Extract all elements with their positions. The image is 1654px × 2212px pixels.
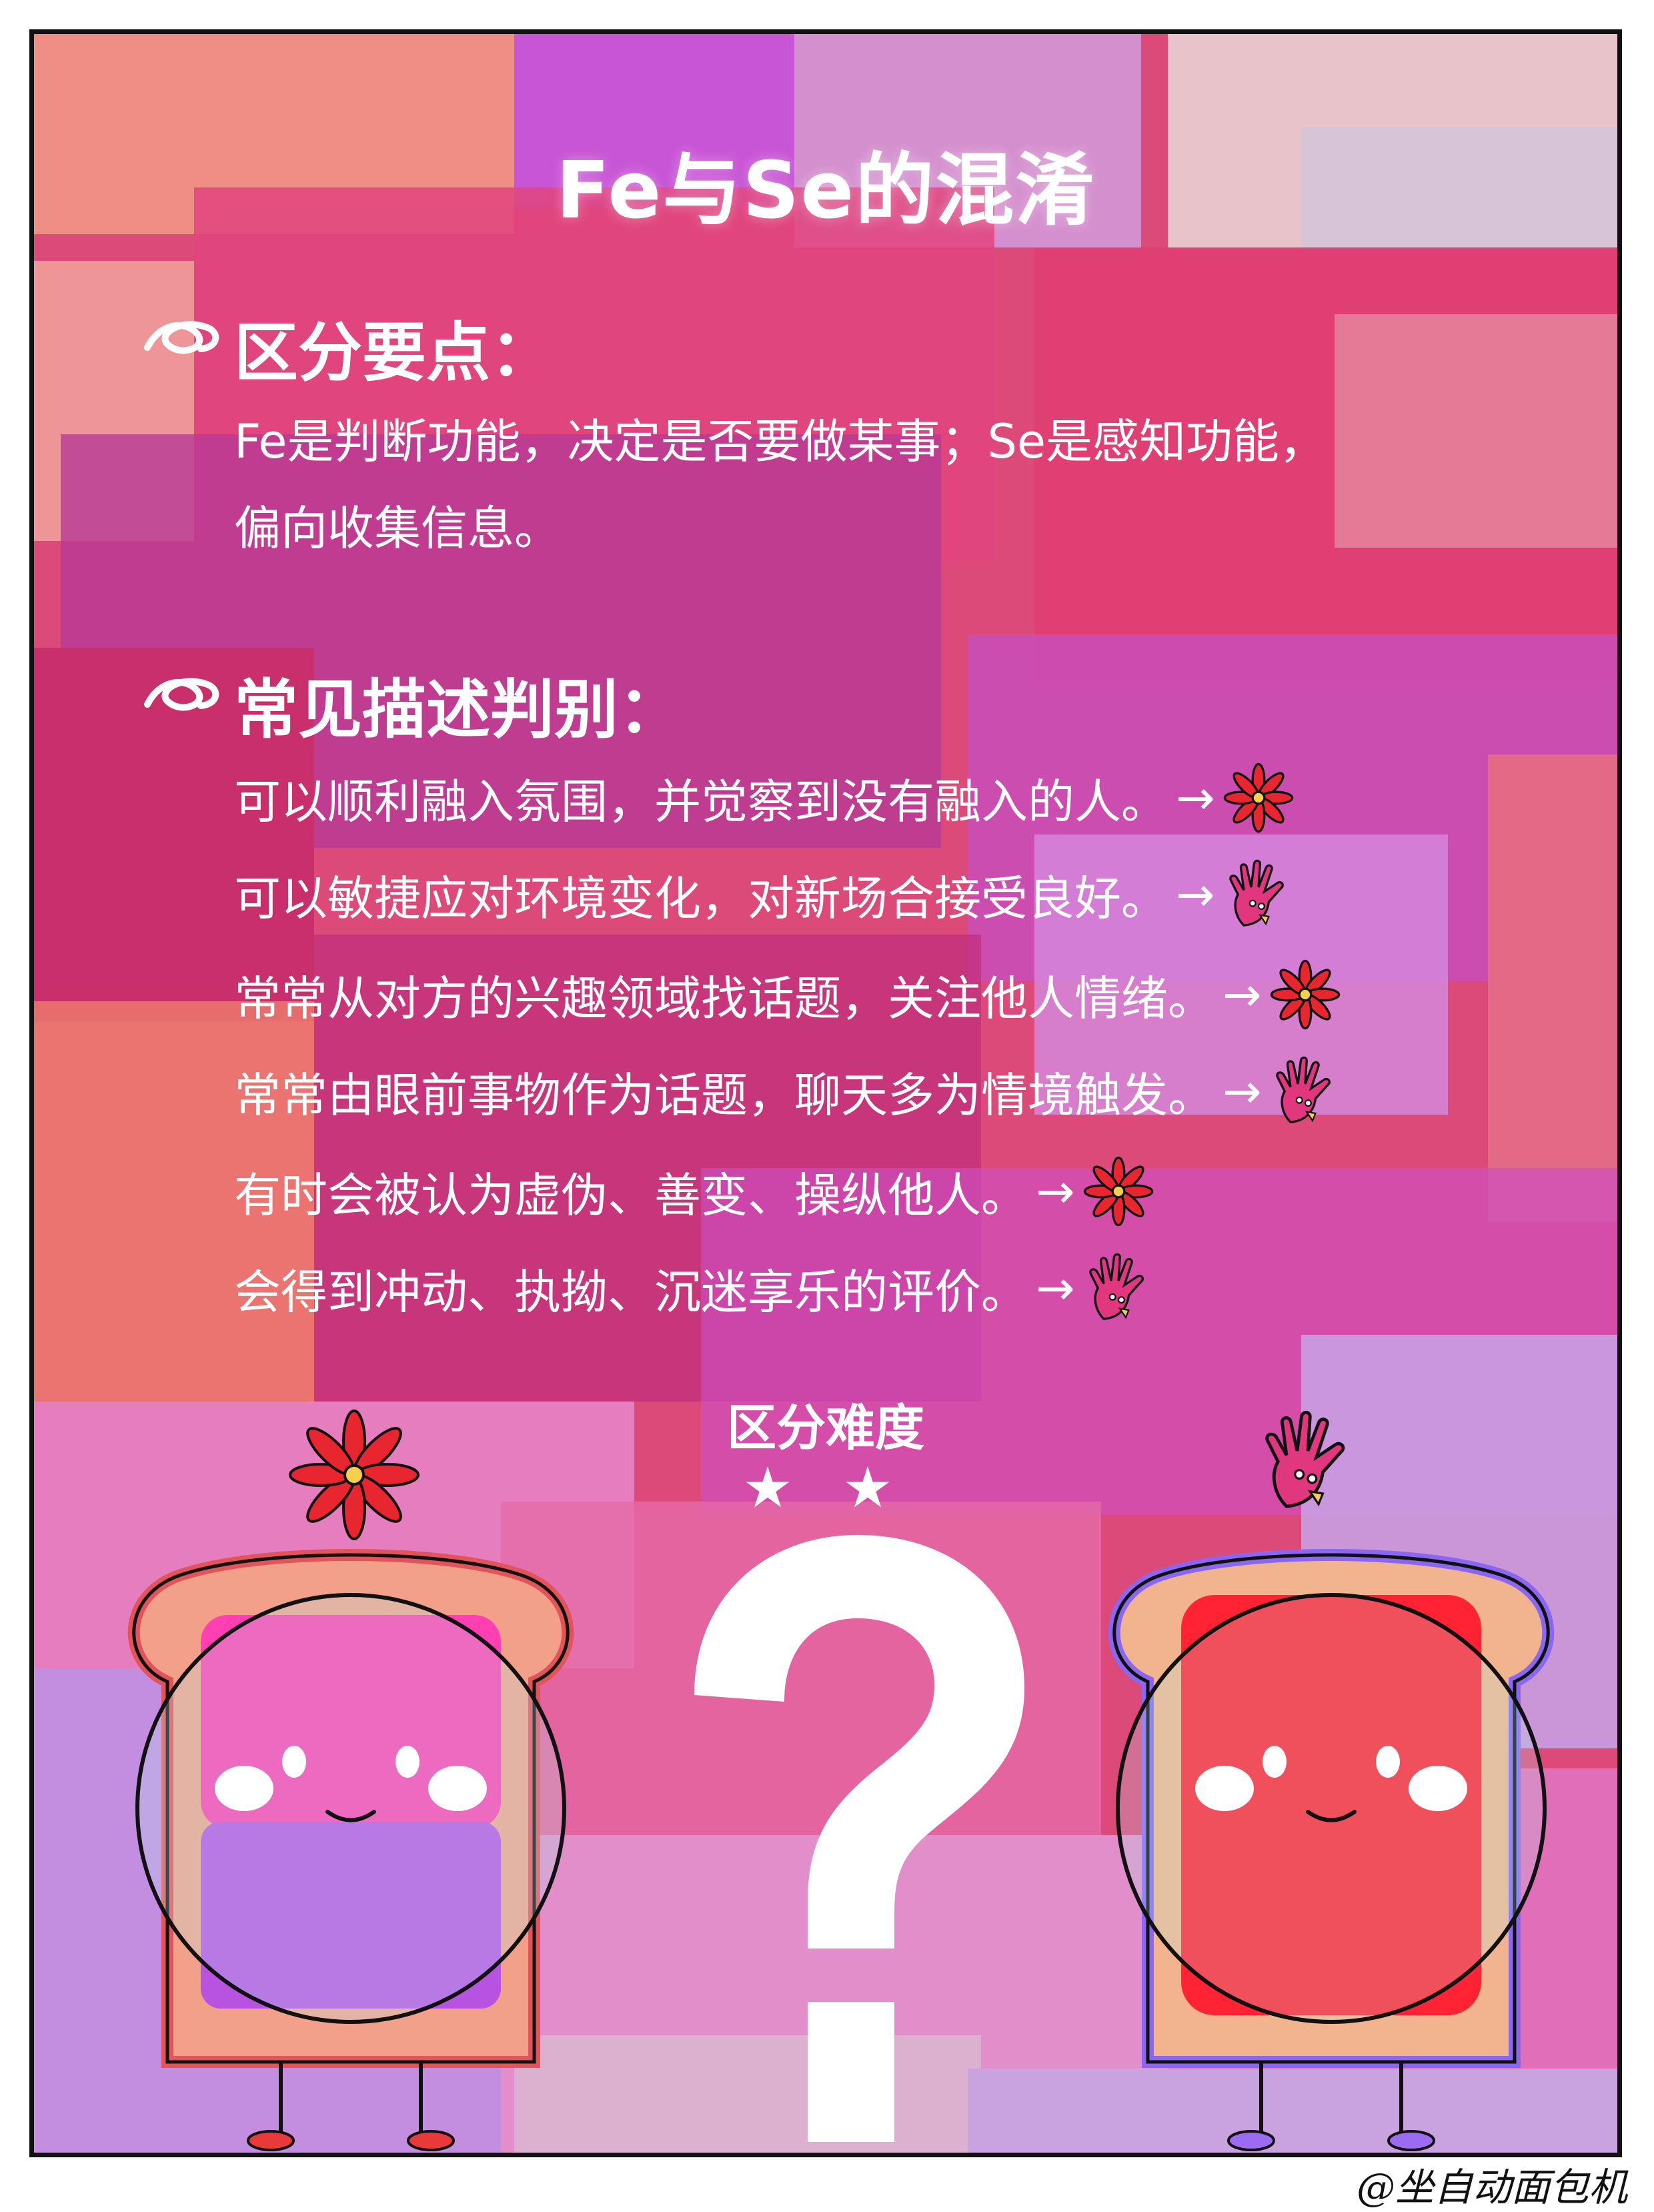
- arrow-icon: →: [1176, 867, 1215, 922]
- item-text: 可以敏捷应对环境变化，对新场合接受良好。: [234, 871, 1168, 926]
- arrow-icon: →: [1176, 770, 1215, 825]
- hand-icon: [1275, 1056, 1331, 1123]
- ribbon-bullet-icon: [144, 678, 219, 711]
- hand-icon: [1088, 1253, 1144, 1320]
- arrow-icon: →: [1036, 1164, 1075, 1219]
- item-text: 会得到冲动、执拗、沉迷享乐的评价。: [234, 1264, 1028, 1319]
- judgement-item: 会得到冲动、执拗、沉迷享乐的评价。 →: [234, 1251, 1155, 1325]
- key-points-line-1: Fe是判断功能，决定是否要做某事；Se是感知功能，: [234, 414, 1327, 469]
- arrow-icon: →: [1222, 1064, 1262, 1119]
- flower-icon: [1083, 1156, 1153, 1227]
- author-signature: @坐自动面包机: [1356, 2165, 1627, 2210]
- judgement-item: 有时会被认为虚伪、善变、操纵他人。 →: [234, 1155, 1155, 1228]
- question-mark-icon: [694, 1535, 1024, 2142]
- judgement-item: 常常由眼前事物作为话题，聊天多为情境触发。 →: [234, 1055, 1342, 1128]
- poster: Fe与Se的混淆 区分要点： Fe是判断功能，决定是否要做某事；Se是感知功能，…: [29, 29, 1622, 2157]
- se-toast-character: [1108, 1411, 1555, 2151]
- arrow-icon: →: [1036, 1261, 1075, 1315]
- flower-icon: [1270, 959, 1340, 1030]
- item-text: 可以顺利融入氛围，并觉察到没有融入的人。: [234, 774, 1168, 829]
- section-judgement-heading: 常见描述判别：: [234, 672, 682, 747]
- fe-flower-icon: [289, 1410, 420, 1540]
- item-text: 常常从对方的兴趣领域找话题，关注他人情绪。: [234, 971, 1214, 1026]
- judgement-item: 可以敏捷应对环境变化，对新场合接受良好。 →: [234, 858, 1295, 931]
- key-points-line-2: 偏向收集信息。: [234, 501, 561, 556]
- judgement-item: 可以顺利融入氛围，并觉察到没有融入的人。 →: [234, 761, 1295, 835]
- difficulty-stars: ★ ★: [742, 1455, 909, 1520]
- difficulty-label: 区分难度: [727, 1400, 924, 1457]
- item-text: 常常由眼前事物作为话题，聊天多为情境触发。: [234, 1067, 1214, 1123]
- ribbon-bullet-icon: [144, 321, 219, 354]
- hand-icon: [1228, 859, 1284, 927]
- item-text: 有时会被认为虚伪、善变、操纵他人。: [234, 1167, 1028, 1223]
- se-hand-icon: [1265, 1411, 1345, 1508]
- section-key-points-heading: 区分要点：: [234, 316, 554, 390]
- flower-icon: [1223, 762, 1293, 833]
- poster-title: Fe与Se的混淆: [556, 144, 1096, 236]
- judgement-item: 常常从对方的兴趣领域找话题，关注他人情绪。 →: [234, 958, 1342, 1031]
- arrow-icon: →: [1222, 967, 1262, 1022]
- fe-toast-character: [127, 1410, 574, 2151]
